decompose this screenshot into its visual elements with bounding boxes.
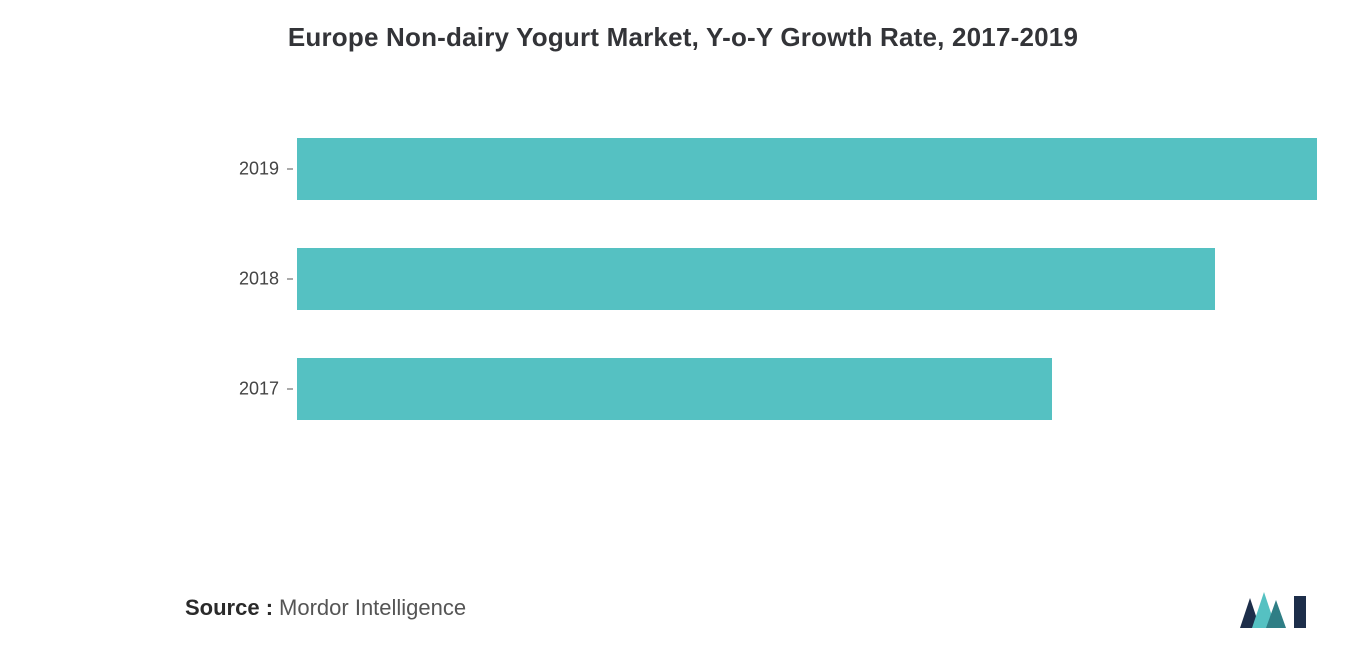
chart-plot-area: 2019 2018 2017 [227,138,1317,468]
y-axis-label: 2019 [227,159,279,180]
y-axis-tick [287,389,293,390]
bar-row: 2019 [227,138,1317,200]
source-label: Source : [185,595,273,621]
y-axis-label: 2017 [227,379,279,400]
bar [297,138,1317,200]
y-axis-tick [287,279,293,280]
source-line: Source : Mordor Intelligence [185,595,466,621]
bar-row: 2018 [227,248,1317,310]
bar-row: 2017 [227,358,1317,420]
bar [297,248,1215,310]
brand-logo-icon [1240,590,1312,632]
bar [297,358,1052,420]
y-axis-label: 2018 [227,269,279,290]
chart-title: Europe Non-dairy Yogurt Market, Y-o-Y Gr… [0,0,1366,53]
source-text: Mordor Intelligence [279,595,466,621]
y-axis-tick [287,169,293,170]
